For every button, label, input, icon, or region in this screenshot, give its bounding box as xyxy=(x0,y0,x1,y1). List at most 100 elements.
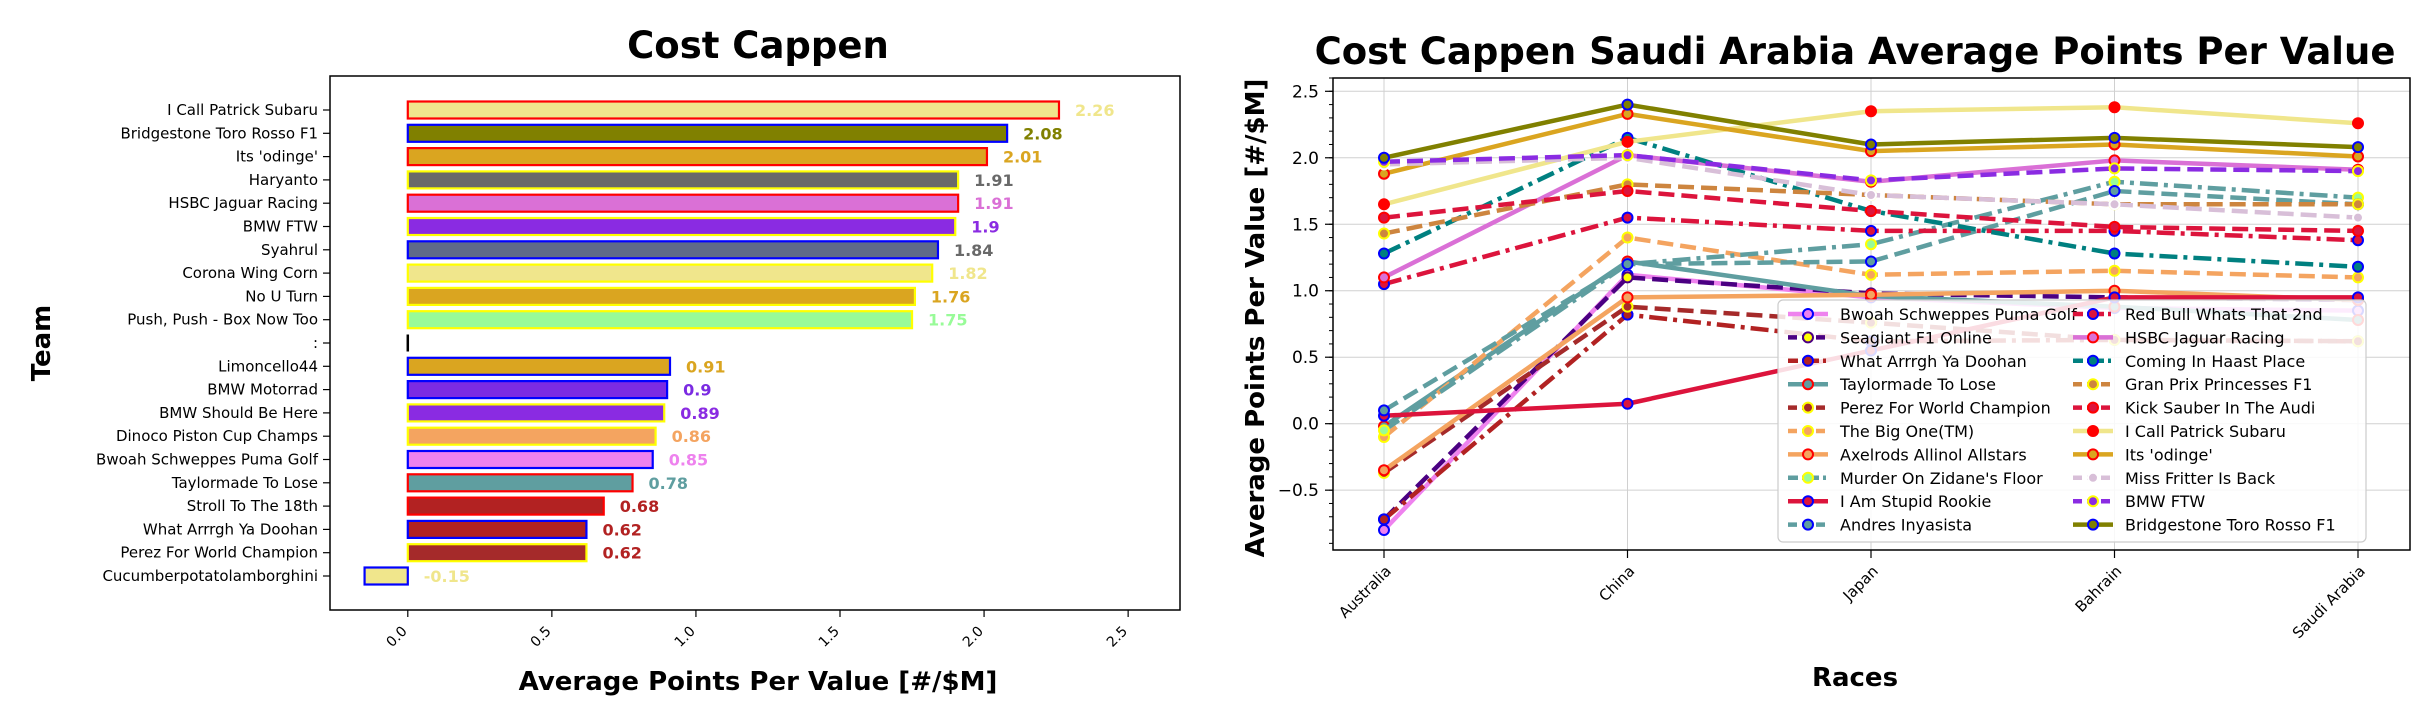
legend-marker xyxy=(2087,471,2099,484)
bar xyxy=(406,286,917,306)
series-point xyxy=(1621,271,1634,284)
legend-marker xyxy=(1802,495,1814,508)
legend-label: Its 'odinge' xyxy=(2125,445,2213,464)
legend-label: Miss Fritter Is Back xyxy=(2125,469,2276,488)
bar-value-label: 0.86 xyxy=(672,427,711,446)
legend-label: I Call Patrick Subaru xyxy=(2125,422,2286,441)
legend-marker xyxy=(1802,425,1814,437)
series-point xyxy=(1621,135,1634,148)
x-tick-label: 1.0 xyxy=(672,624,699,651)
legend-marker xyxy=(2087,308,2099,320)
bar-chart-y-axis-label: Team xyxy=(27,305,57,382)
legend-marker xyxy=(1802,378,1814,391)
series-point xyxy=(2108,247,2121,260)
series-point xyxy=(2108,162,2121,175)
team-label: HSBC Jaguar Racing xyxy=(168,194,318,212)
legend-label: I Am Stupid Rookie xyxy=(1840,492,1991,511)
bar xyxy=(406,263,934,283)
bar-value-label: 0.68 xyxy=(620,497,659,516)
series-line xyxy=(1382,179,2359,433)
y-tick-label: 2.5 xyxy=(1292,82,1319,102)
legend-marker xyxy=(1802,471,1814,484)
series-point xyxy=(2108,101,2121,114)
series-point xyxy=(1865,189,1877,202)
line-chart-frame xyxy=(1332,77,2411,551)
legend-marker xyxy=(2087,378,2099,391)
legend-marker xyxy=(1802,448,1814,461)
series-point xyxy=(1378,271,1390,284)
legend-label: Kick Sauber In The Audi xyxy=(2125,399,2315,418)
series-point xyxy=(1865,288,1877,301)
legend-label: Seagiant F1 Online xyxy=(1840,328,1992,347)
bar-value-label: 1.75 xyxy=(928,311,967,330)
bar xyxy=(406,403,666,423)
bar-value-label: -0.15 xyxy=(424,567,470,586)
bar-value-label: 2.08 xyxy=(1023,124,1062,143)
legend-label: Andres Inyasista xyxy=(1840,516,1972,535)
legend-label: Taylormade To Lose xyxy=(1839,375,1996,394)
legend-label: The Big One(TM) xyxy=(1839,422,1974,441)
bar xyxy=(363,566,409,586)
series-point xyxy=(2352,271,2364,284)
bar-value-label: 0.89 xyxy=(680,404,719,423)
series-point xyxy=(1621,149,1634,162)
bar xyxy=(406,543,588,563)
legend-marker xyxy=(1802,308,1814,320)
line-chart: Cost Cappen Saudi Arabia Average Points … xyxy=(1241,30,2411,693)
team-label: Syahrul xyxy=(261,241,318,259)
bar-value-label: 1.91 xyxy=(974,194,1013,213)
bar xyxy=(406,426,657,446)
x-tick-label: 0.5 xyxy=(528,624,555,651)
legend-label: Red Bull Whats That 2nd xyxy=(2125,305,2323,324)
legend-label: BMW FTW xyxy=(2125,492,2205,511)
series-point xyxy=(1865,238,1877,251)
bar xyxy=(406,147,989,167)
team-label: Bwoah Schweppes Puma Golf xyxy=(96,451,319,469)
race-label: Bahrain xyxy=(2072,562,2126,616)
bar-value-label: 0.9 xyxy=(683,381,711,400)
bar-value-label: 1.82 xyxy=(948,264,987,283)
series-point xyxy=(1378,424,1390,437)
legend-marker xyxy=(2087,354,2099,367)
team-label: Perez For World Champion xyxy=(120,544,318,562)
series-point xyxy=(1621,258,1634,271)
bar-value-label: 0.62 xyxy=(602,544,641,563)
series-point xyxy=(1865,204,1877,217)
team-label: Dinoco Piston Cup Champs xyxy=(116,427,318,445)
bar xyxy=(406,356,672,376)
bar xyxy=(406,216,957,237)
y-tick-label: 0.0 xyxy=(1292,415,1319,435)
bar xyxy=(406,519,588,540)
series-point xyxy=(2352,165,2364,178)
team-label: No U Turn xyxy=(245,287,318,305)
series-point xyxy=(1378,151,1390,164)
team-label: BMW FTW xyxy=(243,218,318,236)
line-chart-x-axis-label: Races xyxy=(1812,663,1898,693)
legend-marker xyxy=(1802,354,1814,367)
series-point xyxy=(2108,264,2121,277)
legend-marker xyxy=(2087,331,2099,344)
series-point xyxy=(2108,220,2121,233)
team-label: : xyxy=(313,334,318,352)
race-label: Japan xyxy=(1839,562,1882,605)
legend-marker xyxy=(2087,448,2099,461)
series-point xyxy=(1621,98,1634,111)
series-point xyxy=(1865,105,1877,118)
team-label: Taylormade To Lose xyxy=(171,474,318,492)
legend-marker xyxy=(2087,425,2099,437)
legend-marker xyxy=(2087,518,2099,531)
bar xyxy=(406,310,914,330)
series-point xyxy=(1865,174,1877,187)
legend-label: Murder On Zidane's Floor xyxy=(1840,469,2043,488)
team-label: Corona Wing Corn xyxy=(182,264,318,282)
race-label: Saudi Arabia xyxy=(2289,562,2369,642)
team-label: Limoncello44 xyxy=(218,357,318,375)
bar-chart-title: Cost Cappen xyxy=(627,24,889,67)
bar xyxy=(406,240,940,260)
team-label: Cucumberpotatolamborghini xyxy=(102,567,318,585)
line-chart-legend: Bwoah Schweppes Puma Golf Seagiant F1 Onl… xyxy=(1777,299,2367,543)
series-point xyxy=(2352,260,2364,273)
series-point xyxy=(1865,255,1877,268)
series-point xyxy=(1378,513,1390,526)
